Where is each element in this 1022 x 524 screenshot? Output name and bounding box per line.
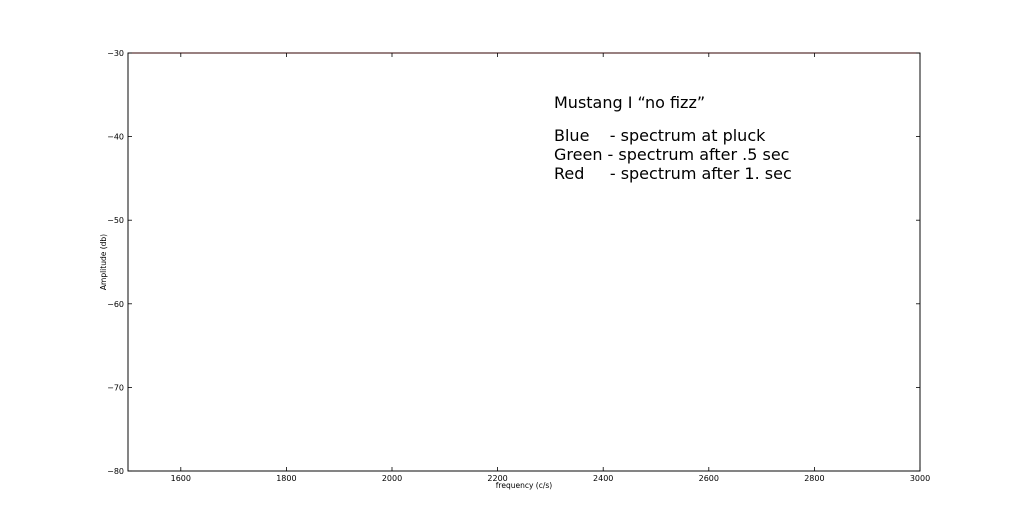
y-tick-label: −40 [107, 133, 124, 142]
x-tick-label: 3000 [910, 474, 930, 483]
x-tick-label: 2600 [699, 474, 719, 483]
x-axis-label: frequency (c/s) [496, 481, 552, 490]
plot-border [127, 52, 921, 472]
x-tick-label: 1600 [171, 474, 191, 483]
y-tick-label: −80 [107, 467, 124, 476]
y-tick-label: −60 [107, 300, 124, 309]
annotation-green: Green - spectrum after .5 sec [554, 145, 789, 164]
y-tick-label: −70 [107, 383, 124, 392]
annotation-red: Red - spectrum after 1. sec [554, 164, 792, 183]
x-tick-label: 2000 [382, 474, 402, 483]
plot-frame [127, 52, 921, 472]
y-axis-label: Amplitude (db) [99, 234, 108, 290]
y-tick-label: −30 [107, 49, 124, 58]
x-tick-label: 2200 [487, 474, 507, 483]
annotation-title: Mustang I “no fizz” [554, 93, 705, 112]
annotation-blue: Blue - spectrum at pluck [554, 126, 766, 145]
y-tick-label: −50 [107, 216, 124, 225]
x-tick-label: 1800 [276, 474, 296, 483]
annotation-block: Mustang I “no fizz” Blue - spectrum at p… [554, 93, 792, 183]
x-tick-label: 2800 [804, 474, 824, 483]
x-tick-label: 2400 [593, 474, 613, 483]
